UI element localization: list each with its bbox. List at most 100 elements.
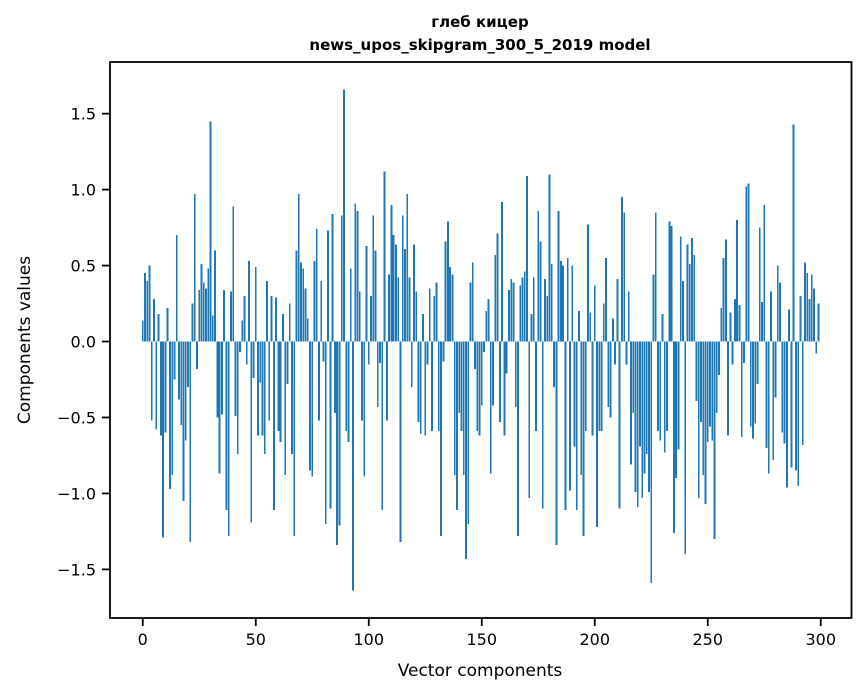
- bar: [523, 271, 526, 342]
- bar: [505, 341, 508, 374]
- bar: [196, 341, 198, 369]
- bar: [489, 341, 492, 474]
- bar: [808, 298, 811, 342]
- bar: [763, 204, 766, 342]
- bar: [537, 210, 540, 342]
- bar: [254, 267, 257, 342]
- bar: [684, 341, 687, 555]
- bar: [415, 291, 418, 342]
- bar: [781, 341, 784, 433]
- bar: [456, 341, 458, 511]
- bar: [566, 257, 569, 342]
- bar: [444, 241, 447, 342]
- bar: [627, 291, 630, 342]
- bar: [288, 303, 291, 342]
- bar: [243, 295, 246, 342]
- bar: [406, 194, 409, 342]
- bar: [761, 302, 763, 342]
- bar: [654, 212, 657, 342]
- bar: [419, 341, 422, 435]
- bar: [153, 298, 155, 342]
- bar: [697, 341, 700, 498]
- bar: [338, 341, 341, 526]
- bar: [767, 341, 770, 474]
- bar: [611, 318, 614, 342]
- x-tick-label: 250: [692, 630, 723, 649]
- bar: [148, 265, 151, 342]
- bar: [333, 341, 336, 413]
- bar: [392, 235, 395, 342]
- bar: [173, 341, 176, 380]
- ticks-group: 0 50 100 150 200 250 300 1.5 1.0 0.5 0.0 −0.5 −1.0 −1…: [57, 105, 836, 649]
- bar: [313, 261, 316, 342]
- bar: [182, 341, 185, 502]
- bar: [686, 244, 689, 342]
- bar: [306, 318, 309, 342]
- bar: [426, 341, 429, 365]
- bar: [365, 245, 368, 342]
- bar: [731, 341, 734, 365]
- y-tick-label: 1.0: [71, 181, 96, 200]
- bar: [487, 298, 490, 342]
- bar: [422, 314, 424, 342]
- bar: [736, 219, 739, 342]
- bars-group: [141, 89, 820, 591]
- bar: [519, 285, 522, 342]
- bar: [738, 305, 741, 342]
- bar: [397, 277, 400, 342]
- y-tick-label: 1.5: [71, 105, 96, 124]
- y-tick-label: −0.5: [57, 408, 96, 427]
- bar: [198, 289, 201, 342]
- bar: [700, 341, 702, 423]
- bar: [279, 341, 282, 442]
- bar: [593, 285, 596, 342]
- bar: [709, 341, 711, 427]
- bar: [711, 341, 714, 441]
- bar: [815, 341, 818, 354]
- x-axis-label: Vector components: [398, 661, 563, 681]
- bar: [589, 312, 592, 342]
- bar: [241, 320, 244, 342]
- bar: [435, 282, 438, 342]
- bar: [309, 341, 311, 471]
- x-tick-label: 100: [353, 630, 384, 649]
- bar: [573, 341, 576, 447]
- bar: [272, 341, 275, 511]
- bar: [372, 215, 375, 342]
- bar: [643, 341, 646, 474]
- bar: [609, 341, 612, 418]
- bar: [729, 312, 732, 342]
- bar: [320, 280, 323, 342]
- bar: [668, 221, 671, 342]
- bar: [263, 341, 266, 454]
- bar: [480, 341, 483, 406]
- chart-title-line2: news_upos_skipgram_300_5_2019 model: [309, 36, 650, 54]
- bar: [424, 341, 427, 436]
- bar: [799, 295, 802, 342]
- bar: [216, 341, 219, 418]
- bar: [679, 236, 682, 342]
- bar: [399, 341, 402, 543]
- bar: [374, 250, 377, 342]
- bar: [428, 288, 431, 342]
- bar: [661, 314, 664, 342]
- bar: [498, 341, 501, 423]
- bar: [779, 282, 781, 342]
- bar: [659, 341, 662, 441]
- bar: [718, 341, 720, 375]
- y-axis-label: Components values: [15, 256, 35, 424]
- bar: [569, 341, 571, 491]
- bar: [645, 341, 648, 454]
- bar: [164, 341, 167, 433]
- bar: [401, 215, 404, 342]
- bar: [465, 341, 467, 559]
- bar: [713, 341, 716, 540]
- bar: [657, 341, 659, 432]
- bar: [266, 280, 268, 342]
- bar: [634, 341, 637, 492]
- bar: [510, 279, 513, 342]
- bar: [616, 279, 619, 342]
- bar: [220, 341, 223, 415]
- bar: [765, 341, 768, 448]
- bar: [670, 226, 673, 342]
